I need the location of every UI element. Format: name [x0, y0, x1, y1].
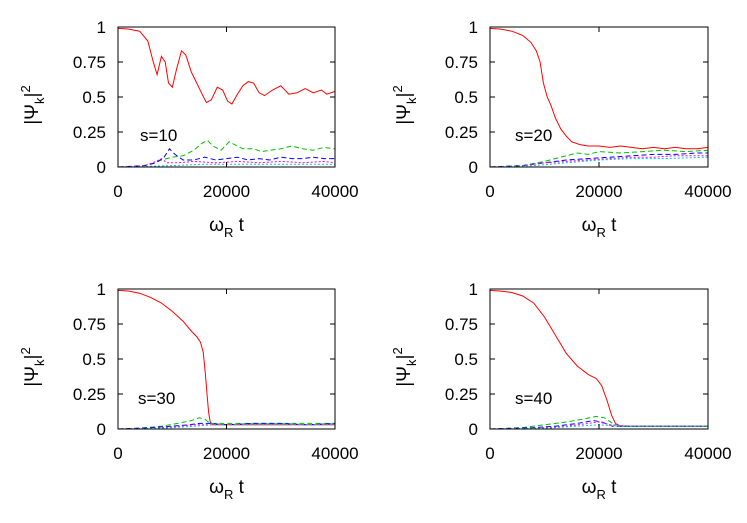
chart-panel-1: 0 0.25 0.5 0.75 1 0 20000 40000 s=10 ωR t |Ψk|2 [18, 18, 359, 240]
series-line-3 [117, 422, 336, 430]
y-tick-label: 0 [469, 158, 478, 177]
x-axis-label: ωR t [582, 477, 618, 502]
y-tick-label: 0.5 [454, 88, 478, 107]
x-tick-label: 40000 [311, 182, 358, 201]
series-line-3 [117, 148, 335, 168]
y-tick-label: 0.25 [445, 123, 478, 142]
x-axis-label: ωR t [582, 215, 618, 240]
series-line-1 [117, 289, 335, 426]
series-line-1 [489, 27, 709, 150]
x-tick-label: 0 [113, 444, 122, 463]
chart-panel-3: 0 0.25 0.5 0.75 1 0 20000 40000 s=30 ωR t |Ψk|2 [18, 280, 359, 502]
x-tick-label: 40000 [684, 182, 731, 201]
y-tick-label: 0 [469, 420, 478, 439]
y-tick-label: 1 [469, 280, 478, 299]
y-axis-label: |Ψk|2 [18, 347, 47, 386]
x-axis-label: ωR t [209, 477, 245, 502]
y-tick-label: 0.5 [454, 350, 478, 369]
y-tick-label: 0.75 [445, 53, 478, 72]
series-line-4 [117, 158, 336, 168]
panel-annotation: s=20 [515, 126, 552, 145]
series-line-2 [489, 149, 709, 168]
y-tick-label: 0.75 [73, 315, 106, 334]
series-line-2 [117, 417, 335, 430]
series-line-4 [489, 155, 708, 168]
y-axis-label: |Ψk|2 [390, 85, 419, 124]
chart-panel-2: 0 0.25 0.5 0.75 1 0 20000 40000 s=20 ωR t |Ψk|2 [390, 18, 732, 240]
y-tick-label: 0.75 [73, 53, 106, 72]
y-tick-label: 1 [97, 18, 106, 37]
series-line-5 [117, 163, 335, 168]
x-tick-label: 40000 [311, 444, 358, 463]
plot-frame [489, 288, 709, 430]
series-line-5 [489, 156, 709, 168]
chart-panel-4: 0 0.25 0.5 0.75 1 0 20000 40000 s=40 ωR t |Ψk|2 [390, 280, 732, 502]
y-tick-label: 0.5 [82, 88, 106, 107]
x-tick-label: 0 [113, 182, 122, 201]
y-tick-label: 0.5 [82, 350, 106, 369]
y-tick-label: 0.25 [73, 123, 106, 142]
y-tick-label: 0 [97, 158, 106, 177]
x-tick-label: 20000 [203, 444, 250, 463]
y-axis-label: |Ψk|2 [390, 347, 419, 386]
x-axis-label: ωR t [209, 215, 245, 240]
panel-annotation: s=30 [138, 389, 175, 408]
plot-frame [117, 288, 336, 430]
x-tick-label: 0 [485, 444, 494, 463]
x-tick-label: 20000 [575, 444, 622, 463]
y-tick-label: 1 [97, 280, 106, 299]
y-tick-label: 0.25 [73, 385, 106, 404]
x-tick-label: 0 [485, 182, 494, 201]
y-tick-label: 0.25 [445, 385, 478, 404]
series-line-5 [117, 424, 335, 430]
series-line-2 [117, 139, 336, 168]
x-tick-label: 40000 [684, 444, 731, 463]
series-line-1 [117, 27, 336, 105]
series-line-5 [489, 424, 708, 430]
y-tick-label: 0.75 [445, 315, 478, 334]
y-axis-label: |Ψk|2 [18, 85, 47, 124]
y-tick-label: 0 [97, 420, 106, 439]
panel-annotation: s=40 [515, 389, 552, 408]
plot-frame [117, 26, 336, 168]
panel-annotation: s=10 [140, 126, 177, 145]
series-line-3 [489, 152, 708, 168]
x-tick-label: 20000 [203, 182, 250, 201]
x-tick-label: 20000 [575, 182, 622, 201]
y-tick-label: 1 [469, 18, 478, 37]
